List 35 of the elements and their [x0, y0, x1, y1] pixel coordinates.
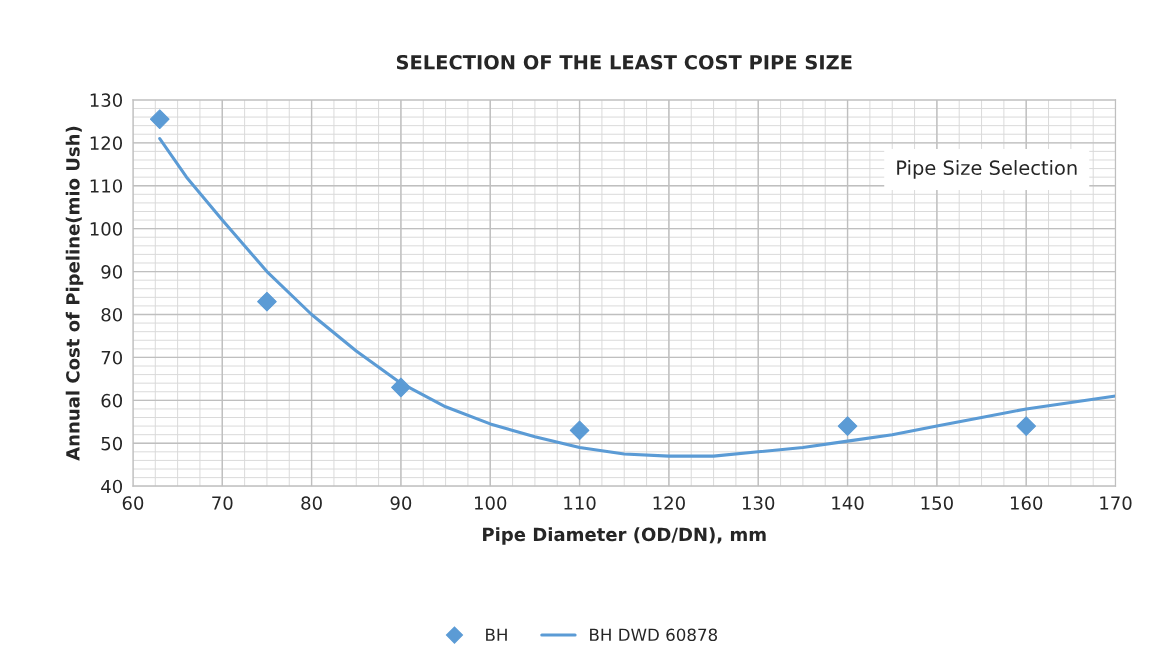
x-tick-label: 150 — [921, 496, 953, 510]
point — [257, 291, 277, 312]
x-tick-label: 70 — [212, 496, 233, 510]
y-tick-label: 100 — [90, 222, 123, 236]
y-tick-label: 60 — [101, 393, 123, 408]
y-tick-label: 110 — [90, 179, 123, 193]
y-tick-label: 70 — [101, 350, 123, 365]
legend-label: BH DWD 60878 — [590, 628, 718, 642]
x-tick-label: 160 — [1010, 496, 1043, 510]
point — [149, 109, 170, 130]
y-tick-label: 90 — [101, 265, 123, 279]
x-tick-label: 130 — [742, 496, 775, 510]
x-tick-label: 60 — [122, 496, 144, 510]
y-tick-label: 120 — [90, 136, 123, 150]
x-tick-label: 80 — [301, 496, 322, 510]
x-tick-label: 120 — [653, 496, 685, 510]
x-axis-title: Pipe Diameter (OD/DN), mm — [483, 527, 766, 545]
x-tick-label: 90 — [390, 496, 412, 510]
chart-title: SELECTION OF THE LEAST COST PIPE SIZE — [396, 54, 852, 70]
x-tick-label: 140 — [832, 496, 864, 510]
x-tick-label: 170 — [1100, 496, 1132, 510]
y-tick-label: 130 — [90, 93, 123, 108]
line-series — [158, 137, 1116, 458]
legend-label: BH — [486, 628, 507, 641]
point — [837, 416, 858, 436]
point — [391, 377, 411, 398]
point — [1016, 416, 1037, 436]
x-tick-label: 100 — [475, 496, 507, 510]
x-tick-label: 110 — [564, 496, 596, 510]
y-tick-label: 50 — [101, 436, 123, 451]
annotation: Pipe Size Selection — [897, 160, 1077, 179]
y-axis-title: Annual Cost of Pipeline(mio Ush) — [65, 126, 84, 461]
y-tick-label: 80 — [101, 307, 123, 322]
y-tick-label: 40 — [101, 479, 123, 494]
point — [569, 420, 590, 441]
